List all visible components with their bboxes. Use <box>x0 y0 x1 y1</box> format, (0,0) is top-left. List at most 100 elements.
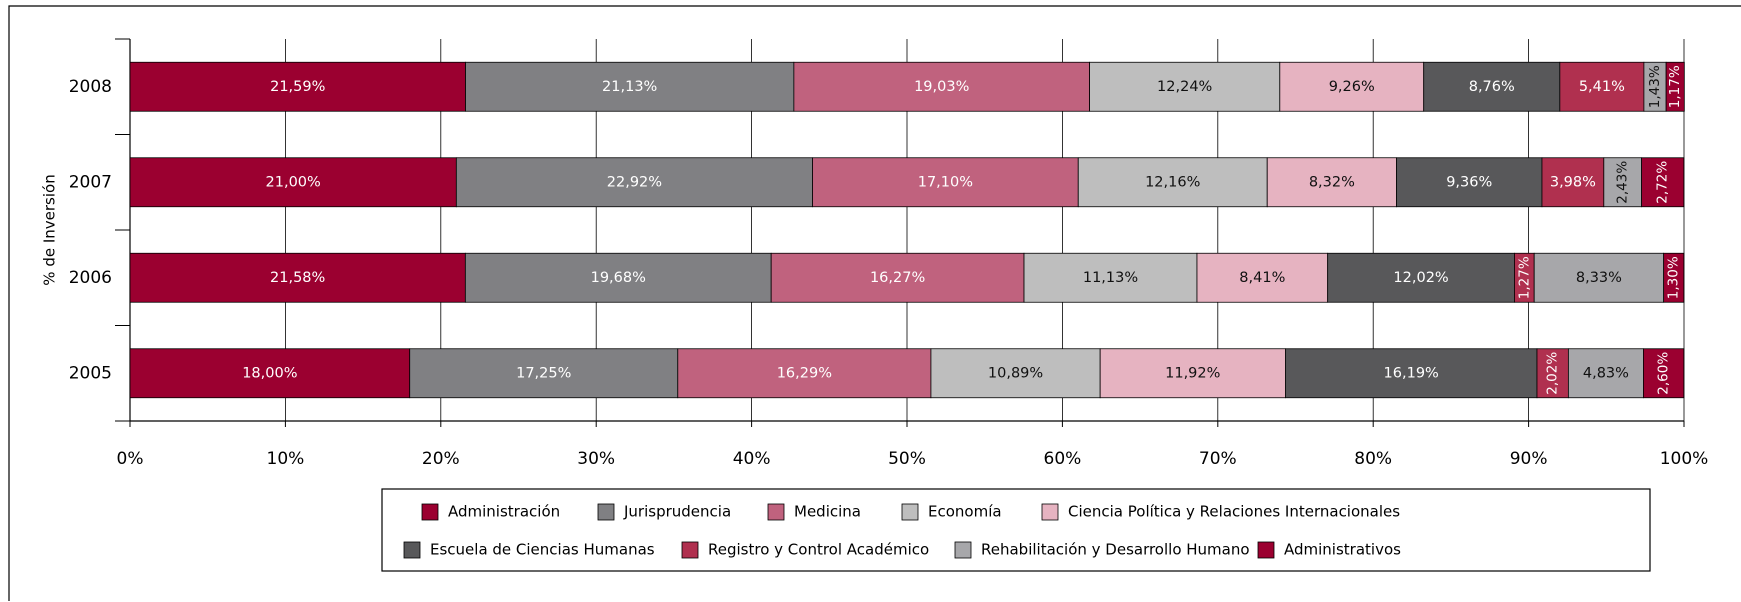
x-tick-label: 100% <box>1660 449 1709 469</box>
value-label: 17,10% <box>918 174 973 190</box>
x-tick-label: 70% <box>1199 449 1237 469</box>
bar-segment <box>677 348 932 399</box>
value-label: 3,98% <box>1550 174 1596 190</box>
bar-segment <box>1541 157 1605 208</box>
bar-segment <box>129 348 411 399</box>
y-tick-label: 2005 <box>69 363 112 383</box>
legend-swatch <box>681 541 699 559</box>
x-tick-label: 80% <box>1354 449 1392 469</box>
bar-segment <box>1663 252 1685 303</box>
bar-segment <box>1279 61 1425 112</box>
value-label: 1,27% <box>1516 256 1532 299</box>
bar-segment <box>129 252 466 303</box>
value-label: 12,24% <box>1157 79 1212 95</box>
value-label: 8,33% <box>1576 270 1622 286</box>
bar-segment <box>1536 348 1569 399</box>
value-label: 17,25% <box>516 365 571 381</box>
bar-segment <box>1559 61 1645 112</box>
legend-label: Registro y Control Académico <box>708 541 929 559</box>
legend-label: Ciencia Política y Relaciones Internacio… <box>1068 503 1400 521</box>
legend-label: Jurisprudencia <box>623 503 731 521</box>
frame <box>8 5 1741 601</box>
bar-segment <box>1327 252 1515 303</box>
value-label: 8,32% <box>1309 174 1355 190</box>
legend-swatch <box>901 503 919 521</box>
bar-segment <box>1396 157 1543 208</box>
value-label: 19,68% <box>591 270 646 286</box>
value-label: 1,30% <box>1666 256 1682 299</box>
value-label: 8,41% <box>1239 270 1285 286</box>
legend-swatch <box>403 541 421 559</box>
value-label: 16,19% <box>1384 365 1439 381</box>
x-tick-label: 0% <box>117 449 144 469</box>
value-label: 11,13% <box>1083 270 1138 286</box>
bar-segment <box>464 252 772 303</box>
value-label: 21,58% <box>270 270 325 286</box>
legend-box <box>381 488 1651 572</box>
bar-segment <box>455 157 813 208</box>
value-label: 12,16% <box>1145 174 1200 190</box>
y-tick-label: 2007 <box>69 172 112 192</box>
value-label: 16,27% <box>870 270 925 286</box>
x-tick-label: 30% <box>577 449 615 469</box>
bar-segment <box>129 61 466 112</box>
bar-segment <box>1423 61 1561 112</box>
value-label: 1,17% <box>1667 65 1683 108</box>
bar-segment <box>1077 157 1268 208</box>
x-tick-label: 50% <box>888 449 926 469</box>
value-label: 18,00% <box>242 365 297 381</box>
value-label: 1,43% <box>1647 65 1663 108</box>
value-label: 16,29% <box>777 365 832 381</box>
bar-segment <box>1266 157 1397 208</box>
value-label: 12,02% <box>1393 270 1448 286</box>
value-label: 21,00% <box>266 174 321 190</box>
bar-segment <box>1089 61 1281 112</box>
bar-segment <box>930 348 1101 399</box>
bar-segment <box>1099 348 1286 399</box>
legend-swatch <box>954 541 972 559</box>
legend-label: Escuela de Ciencias Humanas <box>430 541 655 559</box>
legend-swatch <box>767 503 785 521</box>
bar-segment <box>1643 348 1685 399</box>
value-label: 2,02% <box>1545 352 1561 395</box>
value-label: 21,59% <box>270 79 325 95</box>
y-axis-label: % de Inversión <box>41 174 59 285</box>
y-tick-label: 2008 <box>69 77 112 97</box>
legend-swatch <box>1257 541 1275 559</box>
bar-segment <box>812 157 1079 208</box>
value-label: 2,60% <box>1656 352 1672 395</box>
bar-segment <box>1603 157 1642 208</box>
value-label: 22,92% <box>607 174 662 190</box>
legend-label: Rehabilitación y Desarrollo Humano <box>981 541 1250 559</box>
bar-segment <box>409 348 679 399</box>
legend-swatch <box>421 503 439 521</box>
value-label: 5,41% <box>1579 79 1625 95</box>
bar-segment <box>1665 61 1685 112</box>
value-label: 21,13% <box>602 79 657 95</box>
bar-segment <box>1641 157 1685 208</box>
value-label: 8,76% <box>1469 79 1515 95</box>
bar-segment <box>129 157 457 208</box>
value-label: 2,43% <box>1615 161 1631 204</box>
x-tick-label: 20% <box>422 449 460 469</box>
value-label: 9,36% <box>1446 174 1492 190</box>
legend-swatch <box>597 503 615 521</box>
value-label: 11,92% <box>1165 365 1220 381</box>
legend-label: Administración <box>448 503 560 521</box>
legend-label: Economía <box>928 503 1002 521</box>
bar-segment <box>1196 252 1329 303</box>
bar-segment <box>770 252 1025 303</box>
bar-segment <box>1023 252 1198 303</box>
legend-label: Medicina <box>794 503 861 521</box>
x-tick-label: 10% <box>267 449 305 469</box>
value-label: 2,72% <box>1655 161 1671 204</box>
bar-segment <box>793 61 1090 112</box>
value-label: 19,03% <box>914 79 969 95</box>
value-label: 4,83% <box>1583 365 1629 381</box>
x-tick-label: 90% <box>1510 449 1548 469</box>
value-label: 9,26% <box>1329 79 1375 95</box>
x-tick-label: 40% <box>733 449 771 469</box>
x-tick-label: 60% <box>1044 449 1082 469</box>
value-label: 10,89% <box>988 365 1043 381</box>
